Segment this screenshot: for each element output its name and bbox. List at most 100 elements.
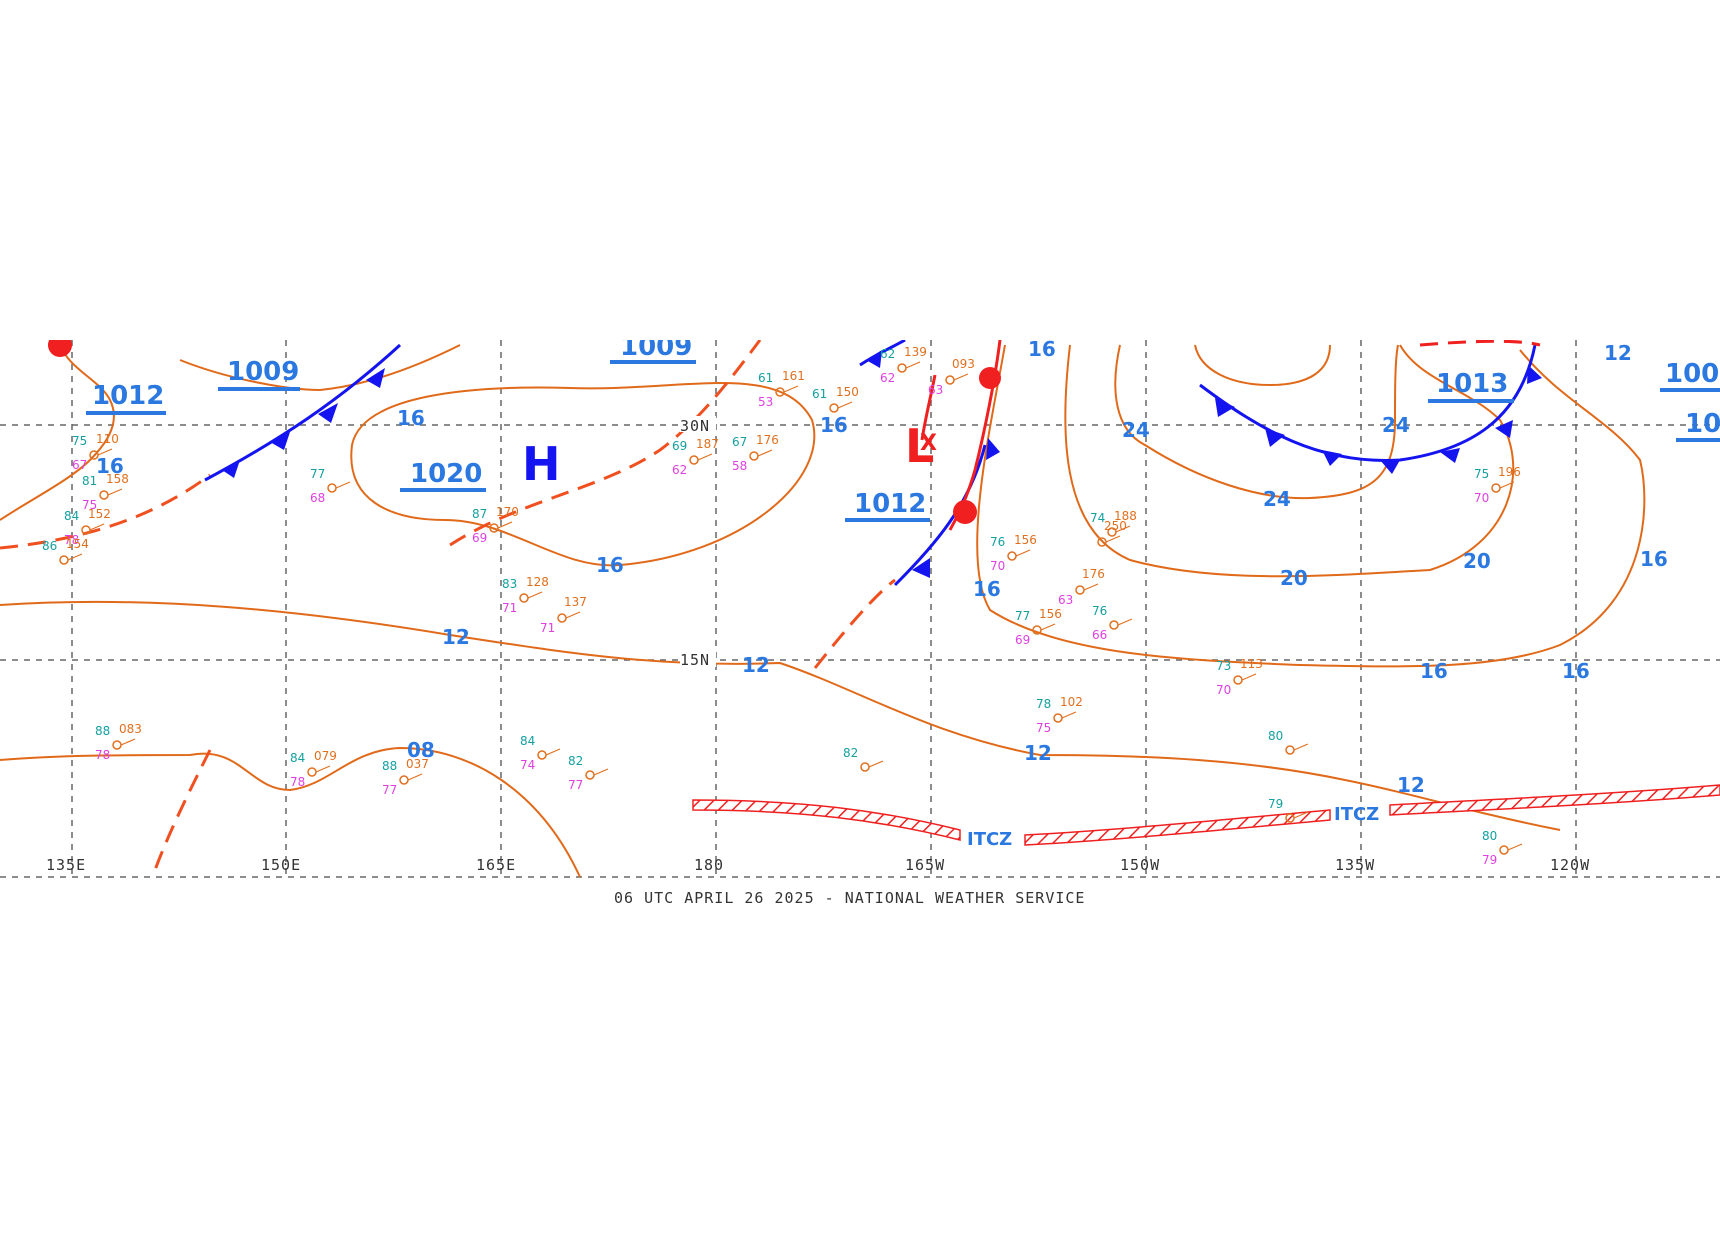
pressure-label: 1020 [410, 459, 482, 489]
itcz-band-west [692, 799, 961, 841]
warm-front-low [920, 374, 937, 441]
station-dewpoint: 77 [382, 783, 397, 797]
station-pressure: 083 [119, 722, 142, 736]
trough-2 [449, 340, 762, 547]
longitude-labels: 135E 150E 165E 180 165W 150W 135W 120W [46, 856, 1590, 874]
lon-label: 165W [905, 856, 945, 874]
map-frame: 77 68 87 69 170 83 71 128 71 137 69 62 187 67 58 176 61 5… [0, 340, 1720, 878]
station-temp: 82 [843, 746, 858, 760]
pressure-label: 1012 [92, 381, 164, 411]
station-dewpoint: 62 [672, 463, 687, 477]
station-plot: 81 75 158 [82, 472, 129, 512]
itcz-band-central [1024, 809, 1331, 846]
station-pressure: 161 [782, 369, 805, 383]
station-plot: 75 67 110 [72, 432, 119, 472]
station-temp: 83 [502, 577, 517, 591]
station-circle [1075, 585, 1085, 595]
station-pressure: 137 [564, 595, 587, 609]
wind-barb [1115, 525, 1131, 533]
wind-barb [868, 760, 884, 768]
station-plot: 80 79 [1482, 829, 1523, 867]
station-temp: 81 [82, 474, 97, 488]
troughs [0, 340, 896, 871]
station-plot: 76 66 [1092, 604, 1133, 642]
station-plot: 82 [843, 746, 884, 772]
isobar-1012-nw [179, 344, 461, 392]
itcz-band-east [1389, 784, 1720, 816]
station-pressure: 156 [1014, 533, 1037, 547]
pressure-label: 1013 [1436, 369, 1508, 399]
wind-barb [1083, 583, 1099, 591]
wind-barb [97, 448, 113, 456]
station-circle [1491, 483, 1501, 493]
lon-label: 180 [694, 856, 724, 874]
isobar-value: 16 [1640, 547, 1668, 571]
station-temp: 61 [758, 371, 773, 385]
station-temp: 84 [64, 509, 79, 523]
station-temp: 62 [880, 347, 895, 361]
station-circle [829, 403, 839, 413]
station-dewpoint: 63 [928, 383, 943, 397]
wind-barb [120, 738, 136, 746]
station-temp: 84 [290, 751, 305, 765]
isobar-1016-high [350, 382, 816, 567]
isobar-value: 24 [1122, 418, 1150, 442]
warm-fronts [48, 340, 1541, 531]
station-plot: 77 69 156 [1015, 607, 1062, 647]
isobar-value: 16 [820, 413, 848, 437]
pressure-label: 100 [1665, 359, 1719, 389]
isobar-value: 20 [1463, 549, 1491, 573]
low-center-mark: X [920, 431, 937, 456]
station-pressure: 128 [526, 575, 549, 589]
station-dewpoint: 67 [72, 458, 87, 472]
station-temp: 86 [42, 539, 57, 553]
station-dewpoint: 71 [540, 621, 555, 635]
lat-lon-grid [0, 340, 1720, 878]
wind-barb [1293, 743, 1309, 751]
station-dewpoint: 70 [1474, 491, 1489, 505]
station-dewpoint: 66 [1092, 628, 1107, 642]
station-pressure: 156 [1039, 607, 1062, 621]
station-pressure: 079 [314, 749, 337, 763]
station-pressure: 113 [1240, 657, 1263, 671]
station-temp: 75 [72, 434, 87, 448]
itcz-label: ITCZ [967, 829, 1012, 850]
wind-barb [1241, 673, 1257, 681]
station-dewpoint: 77 [568, 778, 583, 792]
isobar-value: 20 [1280, 566, 1308, 590]
station-plot: 76 70 156 [990, 533, 1037, 573]
pressure-label: 1012 [854, 489, 926, 519]
lon-label: 120W [1550, 856, 1590, 874]
cold-fronts [204, 340, 1542, 587]
station-circle [749, 451, 759, 461]
wind-barb [565, 611, 581, 619]
warm-front-east [1419, 340, 1541, 347]
trough-4 [813, 578, 896, 669]
isobar-value: 16 [596, 553, 624, 577]
station-pressure: 150 [836, 385, 859, 399]
station-pressure: 196 [1498, 465, 1521, 479]
station-circle [99, 490, 109, 500]
station-dewpoint: 79 [1482, 853, 1497, 867]
station-plot: 74 188 [1090, 509, 1137, 537]
station-plot: 69 62 187 [672, 437, 719, 477]
station-plot: 88 77 037 [382, 757, 429, 797]
wind-barb [1499, 481, 1515, 489]
station-pressure: 176 [756, 433, 779, 447]
station-dewpoint: 78 [64, 533, 79, 547]
station-circle [59, 555, 69, 565]
wind-barb [335, 481, 351, 489]
station-circle [689, 455, 699, 465]
wind-barb [953, 373, 969, 381]
station-temp: 82 [568, 754, 583, 768]
wind-barb [89, 523, 105, 531]
station-circle [112, 740, 122, 750]
station-plot: 83 71 128 [502, 575, 549, 615]
station-temp: 76 [1092, 604, 1107, 618]
station-plot: 87 69 170 [472, 505, 519, 545]
station-circle [860, 762, 870, 772]
station-circle [945, 375, 955, 385]
station-pressure: 110 [96, 432, 119, 446]
station-plots: 77 68 87 69 170 83 71 128 71 137 69 62 187 67 58 176 61 5… [42, 345, 1523, 867]
isobar-1008 [0, 746, 581, 878]
